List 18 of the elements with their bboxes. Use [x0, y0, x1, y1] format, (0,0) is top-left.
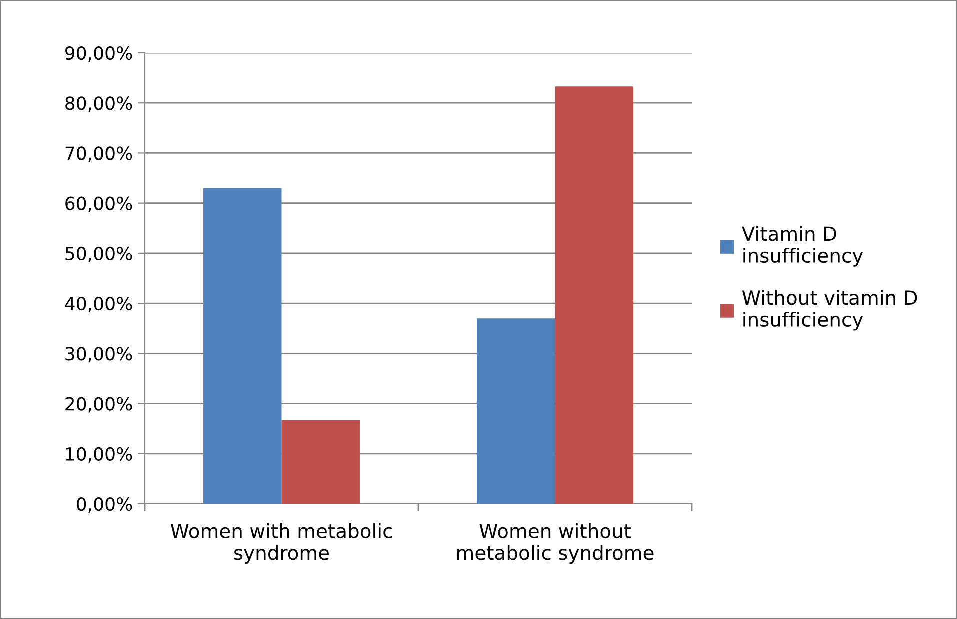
bar: [204, 188, 282, 504]
y-tick-label: 50,00%: [66, 246, 132, 262]
y-tick-label: 30,00%: [66, 347, 132, 363]
y-tick-label: 80,00%: [66, 96, 132, 112]
legend-label: Without vitamin D insufficiency: [742, 290, 918, 331]
y-tick-label: 90,00%: [65, 46, 132, 62]
legend-label: Vitamin D insufficiency: [742, 226, 864, 267]
y-tick-label: 20,00%: [66, 397, 132, 413]
y-tick-label: 40,00%: [65, 297, 132, 313]
x-tick-label: Women with metabolic syndrome: [170, 523, 392, 564]
y-tick-label: 70,00%: [66, 146, 132, 162]
bar: [555, 86, 634, 504]
y-tick-label: 0,00%: [77, 497, 132, 513]
bar: [477, 318, 556, 504]
y-tick-label: 60,00%: [66, 196, 132, 212]
x-tick-label: Women without metabolic syndrome: [458, 523, 654, 564]
y-tick-label: 10,00%: [66, 447, 132, 463]
bar: [282, 420, 360, 504]
